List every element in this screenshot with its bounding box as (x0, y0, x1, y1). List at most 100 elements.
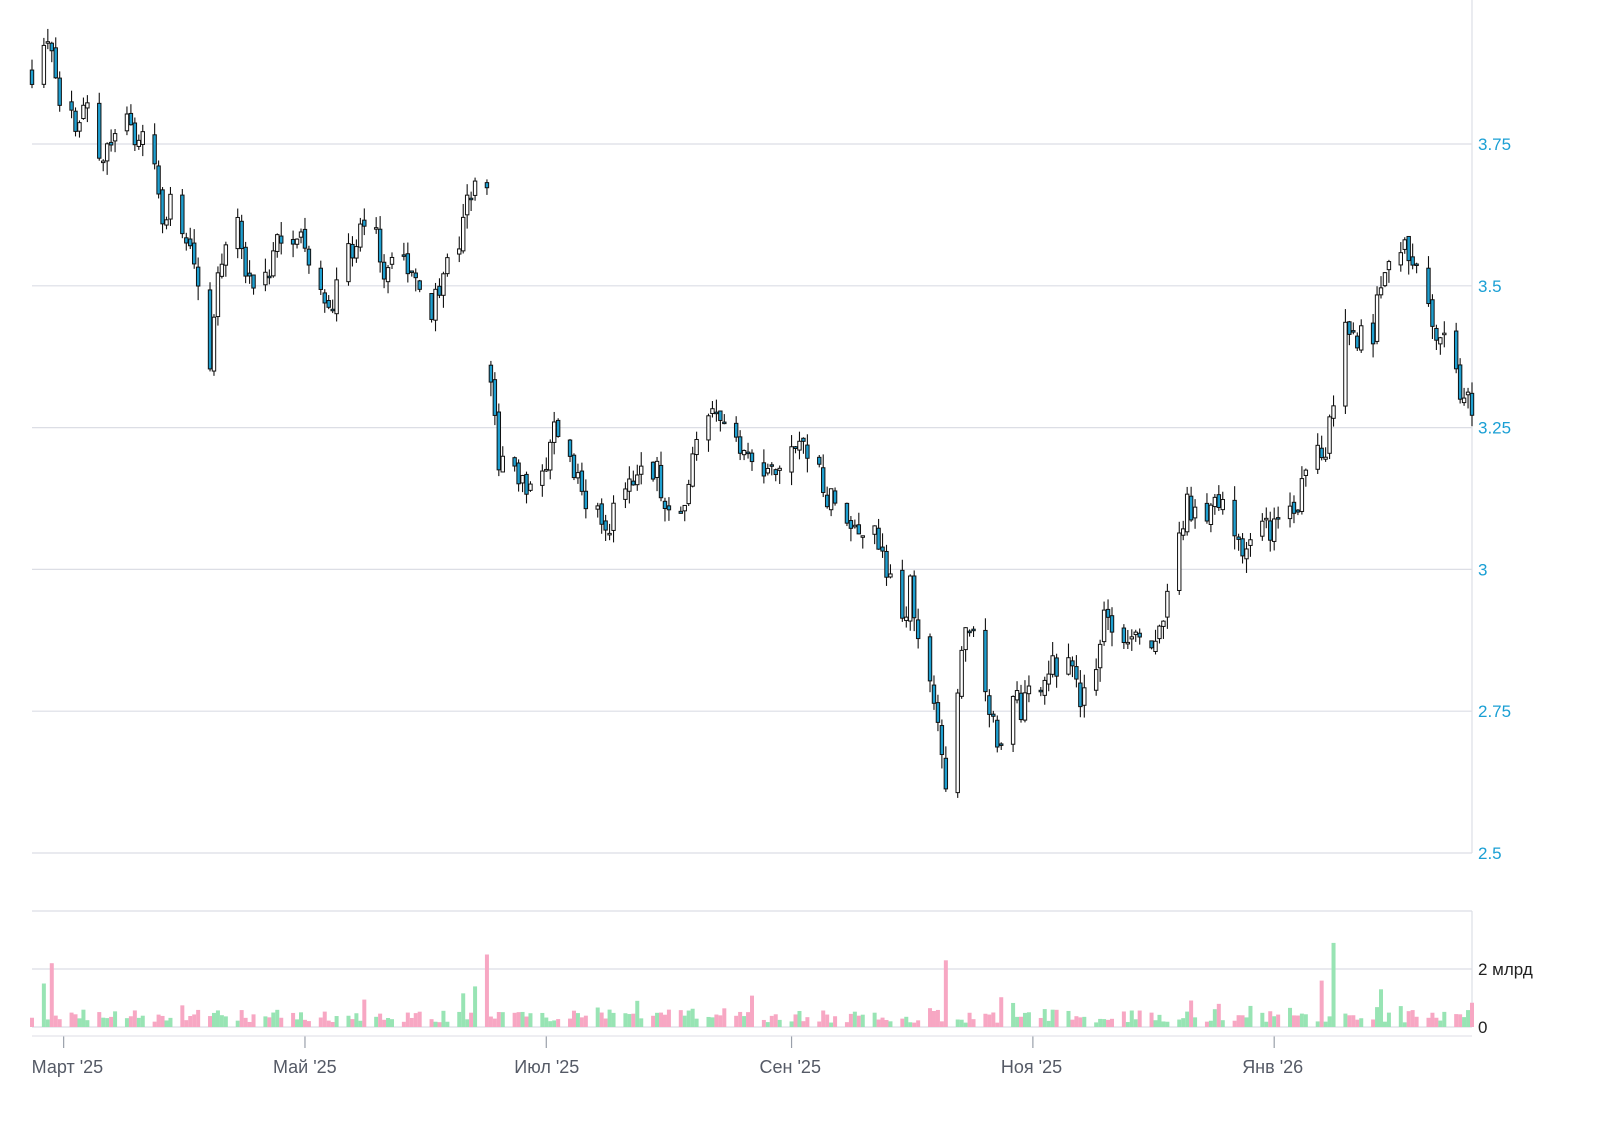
volume-bar[interactable] (571, 1010, 576, 1027)
candle-body[interactable] (168, 193, 173, 220)
volume-bar[interactable] (955, 1019, 960, 1027)
volume-bar[interactable] (469, 1012, 474, 1027)
volume-bar[interactable] (473, 986, 478, 1027)
volume-bar[interactable] (1458, 1014, 1463, 1027)
candle-body[interactable] (45, 41, 51, 44)
candle-body[interactable] (1208, 504, 1214, 525)
candle-body[interactable] (844, 502, 850, 524)
candle-body[interactable] (1299, 478, 1305, 512)
candle-body[interactable] (1101, 609, 1107, 643)
candle-body[interactable] (528, 483, 533, 491)
volume-bar[interactable] (441, 1010, 446, 1027)
volume-bar[interactable] (1015, 1016, 1020, 1027)
candle-body[interactable] (1066, 657, 1071, 675)
volume-bar[interactable] (524, 1016, 529, 1027)
candlestick-series[interactable] (29, 28, 1475, 798)
candle-body[interactable] (211, 316, 217, 372)
candle-body[interactable] (880, 546, 885, 552)
candle-body[interactable] (512, 457, 517, 467)
candle-body[interactable] (97, 102, 102, 159)
volume-bar[interactable] (999, 997, 1004, 1027)
volume-bar[interactable] (686, 1010, 691, 1027)
volume-bar[interactable] (1216, 1003, 1221, 1027)
candle-body[interactable] (927, 636, 933, 682)
candle-body[interactable] (860, 535, 865, 538)
candle-body[interactable] (888, 573, 893, 578)
volume-bar[interactable] (655, 1012, 660, 1027)
volume-bar[interactable] (73, 1014, 78, 1027)
volume-bar[interactable] (1106, 1019, 1111, 1027)
volume-bar[interactable] (488, 1016, 493, 1027)
volume-bar[interactable] (817, 1021, 822, 1027)
candle-body[interactable] (132, 122, 138, 146)
candle-body[interactable] (49, 42, 54, 52)
candle-body[interactable] (1453, 330, 1459, 370)
candle-body[interactable] (544, 468, 549, 472)
candle-body[interactable] (908, 575, 913, 622)
candle-body[interactable] (983, 629, 988, 693)
volume-bar[interactable] (401, 1021, 406, 1027)
volume-bar[interactable] (299, 1012, 304, 1027)
volume-bar[interactable] (848, 1013, 853, 1027)
candle-body[interactable] (1323, 456, 1328, 460)
volume-bar[interactable] (943, 960, 948, 1027)
volume-bar[interactable] (318, 1017, 323, 1027)
candle-body[interactable] (575, 472, 581, 479)
volume-bar[interactable] (718, 1015, 723, 1027)
candle-body[interactable] (666, 505, 672, 511)
volume-bar[interactable] (492, 1018, 497, 1027)
candle-body[interactable] (1275, 517, 1281, 520)
candle-body[interactable] (852, 524, 858, 528)
candle-body[interactable] (939, 725, 945, 756)
candle-body[interactable] (1181, 528, 1186, 536)
volume-bar[interactable] (1299, 1013, 1304, 1027)
volume-bar[interactable] (1212, 1009, 1217, 1027)
volume-bar[interactable] (302, 1019, 307, 1027)
candle-body[interactable] (160, 189, 165, 225)
candle-body[interactable] (801, 437, 806, 442)
volume-bar[interactable] (1189, 1000, 1194, 1027)
volume-bar[interactable] (971, 1019, 976, 1027)
candle-body[interactable] (381, 261, 387, 280)
candle-body[interactable] (1236, 536, 1241, 540)
volume-bar[interactable] (211, 1012, 216, 1027)
volume-bar[interactable] (651, 1015, 656, 1027)
volume-bar[interactable] (1319, 980, 1324, 1027)
candle-body[interactable] (1137, 632, 1142, 638)
volume-bar[interactable] (405, 1012, 410, 1027)
candle-body[interactable] (690, 453, 695, 487)
candle-body[interactable] (1149, 640, 1154, 649)
candle-body[interactable] (627, 478, 632, 492)
volume-bar[interactable] (1181, 1018, 1186, 1027)
candle-body[interactable] (1430, 299, 1435, 327)
volume-bar[interactable] (1414, 1016, 1419, 1027)
volume-bar[interactable] (1185, 1011, 1190, 1027)
candle-body[interactable] (1331, 405, 1336, 419)
volume-bar[interactable] (1386, 1012, 1391, 1027)
candle-body[interactable] (856, 524, 862, 535)
candle-body[interactable] (1264, 517, 1269, 521)
volume-bar[interactable] (833, 1016, 838, 1027)
candle-body[interactable] (884, 550, 889, 578)
candle-body[interactable] (1327, 416, 1332, 454)
volume-bar[interactable] (85, 1020, 90, 1027)
volume-bar[interactable] (390, 1019, 394, 1027)
candle-body[interactable] (461, 216, 466, 252)
candle-body[interactable] (971, 628, 976, 632)
candle-body[interactable] (1165, 590, 1170, 618)
candle-body[interactable] (1157, 625, 1162, 640)
candle-body[interactable] (279, 235, 284, 244)
volume-bar[interactable] (247, 1021, 252, 1027)
volume-bar[interactable] (1426, 1017, 1431, 1027)
volume-bar[interactable] (184, 1020, 189, 1027)
candle-body[interactable] (1359, 325, 1364, 351)
volume-bar[interactable] (607, 1009, 612, 1027)
candle-body[interactable] (318, 267, 323, 290)
candle-body[interactable] (722, 421, 727, 425)
candle-body[interactable] (251, 274, 256, 289)
volume-bar[interactable] (156, 1014, 161, 1027)
volume-bar[interactable] (876, 1019, 881, 1027)
candle-body[interactable] (991, 713, 996, 717)
volume-bar[interactable] (856, 1015, 861, 1027)
volume-bar[interactable] (1430, 1012, 1435, 1027)
